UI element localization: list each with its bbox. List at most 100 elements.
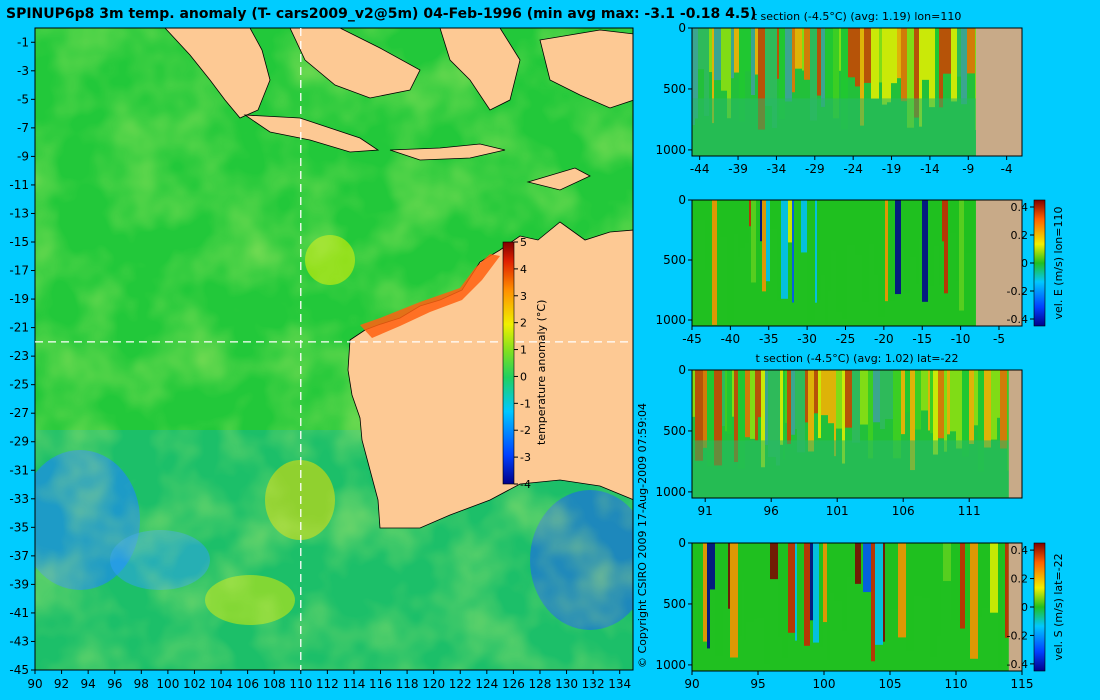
section-stripe	[943, 28, 951, 74]
section-stripe	[855, 200, 862, 255]
section-stripe	[973, 200, 976, 234]
section-x-tick-label: -10	[951, 332, 971, 346]
section-stripe	[797, 543, 802, 603]
section-stripe	[787, 370, 791, 445]
section-x-tick-label: -15	[912, 332, 932, 346]
section-stripe	[974, 370, 978, 426]
section-stripe	[742, 543, 744, 583]
section-stripe	[944, 200, 948, 294]
section-stripe	[804, 28, 810, 80]
section-stripe	[915, 370, 921, 430]
section-stripe	[745, 370, 750, 438]
section-stripe	[944, 370, 947, 452]
section-stripe	[757, 543, 764, 618]
section-x-tick-label: -35	[759, 332, 779, 346]
section-deep-band	[692, 98, 976, 156]
section-stripe	[795, 370, 797, 430]
section-stripe	[901, 200, 904, 249]
section-land	[975, 28, 1022, 156]
section-y-tick-label: 0	[678, 363, 686, 377]
section-stripe	[847, 543, 855, 577]
map-x-tick-label: 120	[422, 677, 445, 691]
section-colorbar-tick-label: 0.4	[1011, 544, 1029, 557]
map-y-tick-label: -37	[9, 549, 29, 563]
section-stripe	[770, 200, 777, 230]
section-stripe	[804, 543, 810, 646]
section-x-tick-label: 105	[879, 677, 902, 691]
section-stripe	[801, 200, 807, 253]
section-stripe	[950, 370, 956, 432]
section-stripe	[901, 28, 907, 102]
section-stripe	[880, 370, 885, 430]
section-stripe	[740, 200, 745, 249]
section-stripe	[922, 200, 928, 302]
section-stripe	[885, 543, 891, 610]
section-stripe	[921, 370, 928, 411]
section-stripe	[834, 370, 836, 457]
section-stripe	[722, 370, 725, 427]
section-stripe	[823, 543, 827, 623]
section-stripe	[780, 370, 783, 445]
section-stripe	[882, 28, 887, 105]
map-x-tick-label: 94	[81, 677, 96, 691]
map-y-tick-label: -1	[17, 35, 29, 49]
map-x-axis: 90 92 94 96 98 100 102 104 106 108 110 112 114 116 118…	[27, 670, 631, 691]
map-x-tick-label: 102	[183, 677, 206, 691]
section-stripe	[714, 370, 722, 466]
section-stripe	[935, 28, 939, 80]
map-y-tick-label: -45	[9, 663, 29, 677]
section-stripe	[728, 543, 730, 609]
section-stripe	[827, 543, 830, 661]
section-stripe	[821, 370, 828, 416]
section-stripe	[962, 370, 969, 457]
map-colorbar-ticks: 5 4 3 2 1 0 -1 -2 -3 -4	[514, 236, 531, 491]
section-stripe	[919, 200, 922, 240]
section-stripe	[734, 370, 738, 463]
section-stripe	[958, 543, 960, 622]
section-stripe	[893, 370, 901, 459]
map-colorbar-tick-label: 1	[520, 344, 527, 357]
section-colorbar-tick-label: 0.2	[1011, 229, 1029, 242]
section-stripe	[777, 200, 781, 301]
section-stripe	[791, 370, 795, 435]
section-stripe	[975, 28, 976, 130]
section-stripe	[739, 28, 745, 122]
section-stripe	[692, 28, 695, 126]
section-stripe	[937, 543, 941, 637]
section-stripe	[828, 200, 831, 291]
section-x-tick-label: -4	[1001, 162, 1013, 176]
map-colorbar-label: temperature anomaly (°C)	[535, 300, 548, 445]
section-stripe	[746, 543, 754, 622]
map-y-tick-label: -9	[17, 149, 29, 163]
section-stripe	[845, 370, 852, 428]
section-stripe	[813, 543, 819, 643]
section-stripe	[810, 543, 813, 621]
section-stripe	[871, 543, 875, 662]
section-stripe	[692, 543, 698, 589]
map-colorbar-tick-label: 3	[520, 290, 527, 303]
section-stripe	[933, 370, 938, 455]
section-x-tick-label: 110	[945, 677, 968, 691]
map-x-tick-label: 116	[369, 677, 392, 691]
section-stripe	[928, 370, 930, 431]
section-y-tick-label: 500	[663, 82, 686, 96]
section-colorbar-tick-label: 0	[1021, 601, 1028, 614]
section-stripe	[1000, 370, 1007, 449]
section-frame	[691, 27, 1023, 157]
section-y-tick-label: 1000	[655, 143, 686, 157]
section-stripe	[848, 28, 855, 78]
section-x-tick-label: -39	[728, 162, 748, 176]
section-colorbar-tick-label: 0	[1021, 257, 1028, 270]
section-stripe	[817, 28, 821, 96]
section-stripe	[842, 543, 847, 632]
section-stripe	[795, 543, 797, 641]
section-stripe	[776, 370, 780, 466]
map-y-tick-label: -35	[9, 520, 29, 534]
section-title: t section (-4.5°C) (avg: 1.02) lat=-22	[756, 352, 959, 365]
map-colorbar: 5 4 3 2 1 0 -1 -2 -3 -4 temperature anomaly (°C)	[502, 236, 548, 491]
map-x-tick-label: 126	[502, 677, 525, 691]
map-y-tick-label: -7	[17, 121, 29, 135]
section-stripe	[978, 370, 984, 472]
section-stripe	[914, 543, 922, 597]
